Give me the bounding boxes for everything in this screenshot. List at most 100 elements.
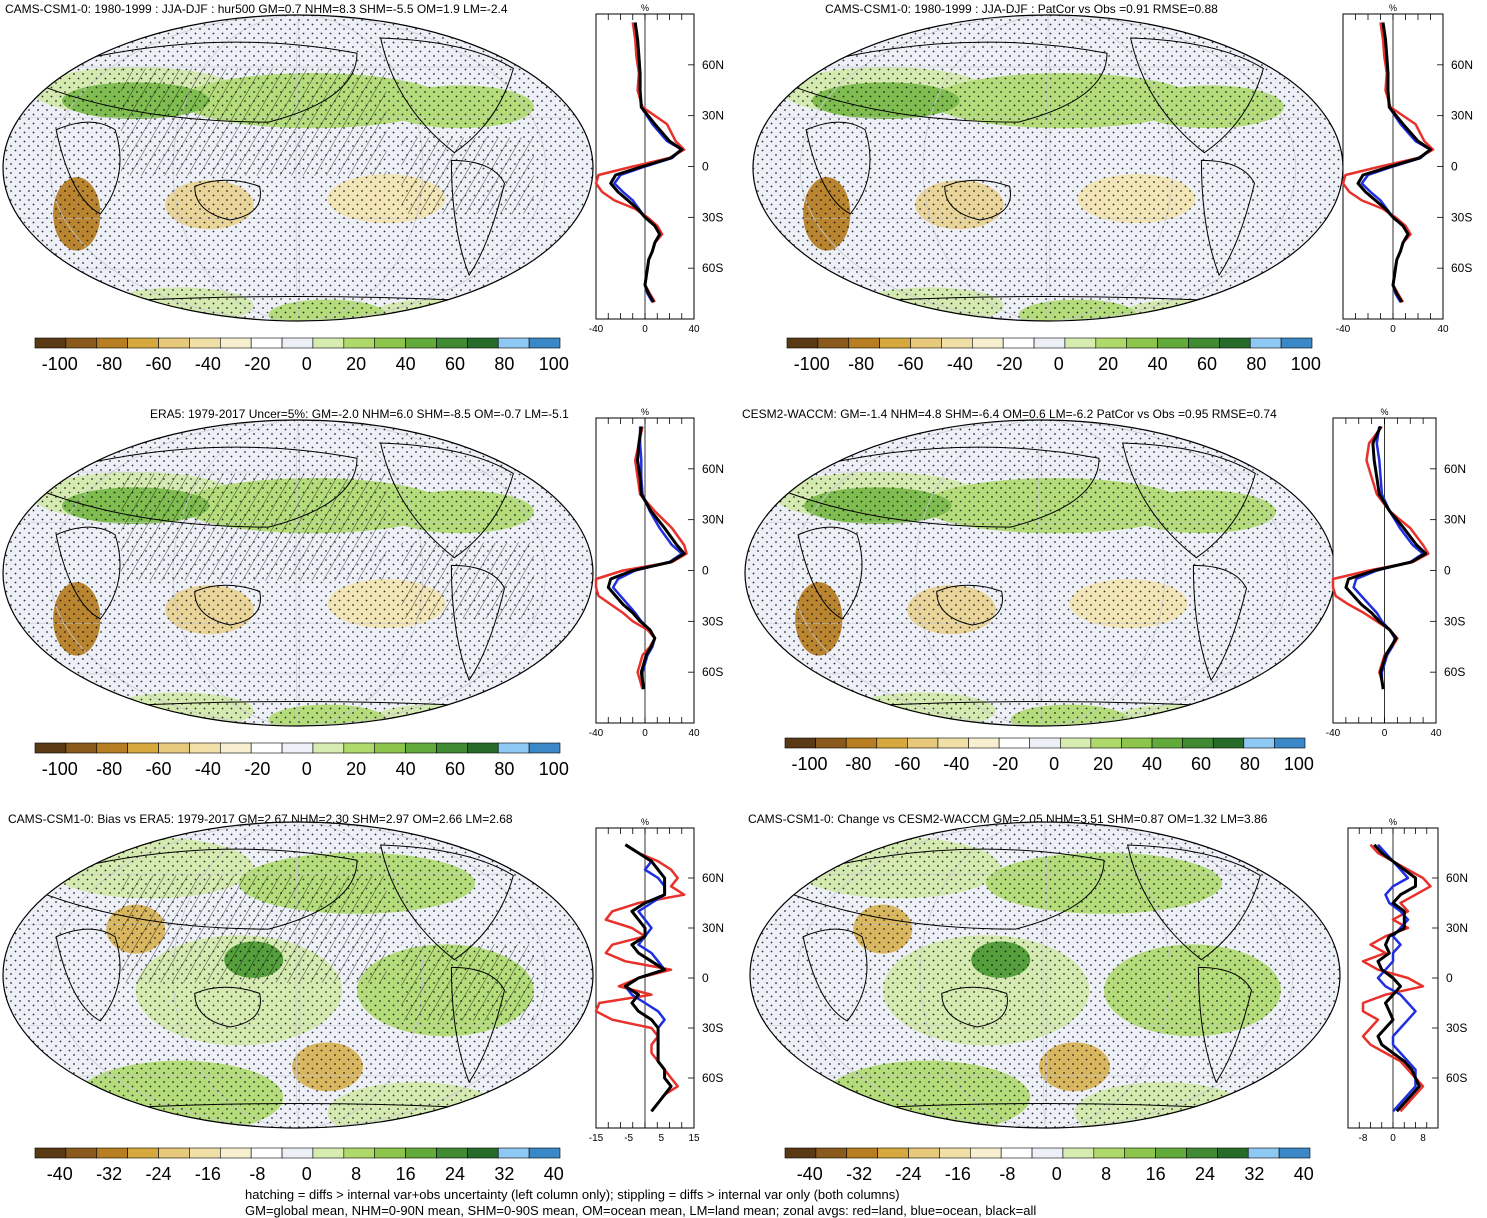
colorbar-label: -80 xyxy=(848,354,874,374)
colorbar-label: 40 xyxy=(396,759,416,779)
colorbar-box xyxy=(1157,337,1189,349)
coastline xyxy=(379,442,514,559)
colorbar-label: -80 xyxy=(96,759,122,779)
colorbar-label: 20 xyxy=(346,354,366,374)
colorbar-box xyxy=(497,1147,530,1159)
colorbar-box xyxy=(405,1147,437,1159)
colorbar-box xyxy=(189,337,221,349)
coastline xyxy=(379,37,514,154)
coastline xyxy=(450,966,506,1084)
colorbar-box xyxy=(1093,1147,1126,1159)
colorbar-box xyxy=(96,337,128,349)
profile-unit: % xyxy=(641,817,649,827)
colorbar-label: 32 xyxy=(1244,1164,1264,1184)
colorbar-box xyxy=(1000,1147,1033,1159)
lat-label: 0 xyxy=(1444,564,1451,578)
colorbar-label: -40 xyxy=(943,754,969,774)
colorbar-box xyxy=(786,337,819,349)
colorbar-label: -100 xyxy=(42,354,78,374)
lat-label: 60N xyxy=(702,462,724,476)
panel-title: CAMS-CSM1-0: 1980-1999 : JJA-DJF : PatCo… xyxy=(825,2,1218,16)
colorbar-box xyxy=(815,1147,848,1159)
lat-label: 30S xyxy=(1446,1021,1467,1035)
colorbar-box xyxy=(127,337,159,349)
colorbar-label: -80 xyxy=(845,754,871,774)
colorbar-label: -100 xyxy=(794,354,830,374)
colorbar-box xyxy=(1182,737,1214,749)
panel-title: CAMS-CSM1-0: Bias vs ERA5: 1979-2017 GM=… xyxy=(8,812,513,826)
coastline xyxy=(763,848,1105,930)
colorbar-box xyxy=(1280,337,1313,349)
colorbar-label: 40 xyxy=(544,1164,564,1184)
colorbar-label: 80 xyxy=(494,354,514,374)
colorbar-box xyxy=(1249,337,1282,349)
colorbar-box xyxy=(405,742,437,754)
map-border xyxy=(2,419,594,727)
map-border xyxy=(749,821,1341,1129)
coastline xyxy=(1126,844,1261,961)
lat-label: 30N xyxy=(702,109,724,123)
colorbar-label: -40 xyxy=(947,354,973,374)
colorbar-label: -40 xyxy=(797,1164,823,1184)
profile-tick-label: -40 xyxy=(1336,324,1351,335)
lat-label: 60N xyxy=(702,58,724,72)
colorbar-label: 60 xyxy=(1191,754,1211,774)
coastline xyxy=(941,986,1008,1028)
profile-tick-label: 8 xyxy=(1420,1133,1426,1144)
colorbar-label: -24 xyxy=(896,1164,922,1184)
colorbar-box xyxy=(1090,737,1122,749)
panel-title: CESM2-WACCM: GM=-1.4 NHM=4.8 SHM=-6.4 OM… xyxy=(742,407,1277,421)
map-border xyxy=(2,14,594,322)
colorbar-box xyxy=(34,337,67,349)
colorbar-box xyxy=(1274,737,1306,749)
colorbar-box xyxy=(845,737,878,749)
colorbar-box xyxy=(998,737,1031,749)
series-line-land xyxy=(1361,843,1432,1113)
colorbar-box xyxy=(1031,1147,1064,1159)
colorbar-box xyxy=(405,337,437,349)
lat-label: 60N xyxy=(1451,58,1473,72)
profile-unit: % xyxy=(641,407,649,417)
lat-label: 30N xyxy=(1446,921,1468,935)
colorbar-box xyxy=(1033,337,1066,349)
coastline xyxy=(194,986,261,1028)
profile-tick-label: 5 xyxy=(659,1133,665,1144)
coastline xyxy=(194,584,261,626)
colorbar-box xyxy=(127,1147,159,1159)
colorbar-box xyxy=(941,337,973,349)
colorbar-box xyxy=(374,1147,406,1159)
colorbar-label: -32 xyxy=(846,1164,872,1184)
hatching xyxy=(401,944,534,1021)
coastline xyxy=(1121,442,1256,559)
colorbar-box xyxy=(34,742,67,754)
colorbar-box xyxy=(937,737,969,749)
panel-p2: CAMS-CSM1-0: 1980-1999 : JJA-DJF : PatCo… xyxy=(752,2,1473,374)
colorbar-label: 40 xyxy=(396,354,416,374)
colorbar-box xyxy=(879,337,911,349)
colorbar-box xyxy=(784,1147,817,1159)
series-line-all xyxy=(609,22,684,303)
colorbar-label: -8 xyxy=(249,1164,265,1184)
colorbar-box xyxy=(877,1147,909,1159)
colorbar-label: 60 xyxy=(445,354,465,374)
colorbar-label: 60 xyxy=(1197,354,1217,374)
colorbar-label: 0 xyxy=(1054,354,1064,374)
colorbar-box xyxy=(1212,737,1245,749)
panel-title: CAMS-CSM1-0: Change vs CESM2-WACCM GM=2.… xyxy=(748,812,1268,826)
map-shading xyxy=(966,374,1055,405)
colorbar-box xyxy=(1219,337,1251,349)
colorbar-label: -32 xyxy=(96,1164,122,1184)
profile-tick-label: 0 xyxy=(642,728,648,739)
colorbar-label: -40 xyxy=(195,759,221,779)
profile-tick-label: 0 xyxy=(1390,324,1396,335)
stippling xyxy=(750,822,1340,1128)
lat-label: 30S xyxy=(702,1021,723,1035)
colorbar-label: 0 xyxy=(302,354,312,374)
colorbar-box xyxy=(1155,1147,1187,1159)
colorbar-label: -16 xyxy=(945,1164,971,1184)
colorbar-label: 8 xyxy=(351,1164,361,1184)
coastline xyxy=(55,928,121,1022)
zonal-profile: % -15 -5 5 15 60N 30N 0 30S 60S xyxy=(589,817,724,1144)
colorbar-label: -60 xyxy=(146,759,172,779)
